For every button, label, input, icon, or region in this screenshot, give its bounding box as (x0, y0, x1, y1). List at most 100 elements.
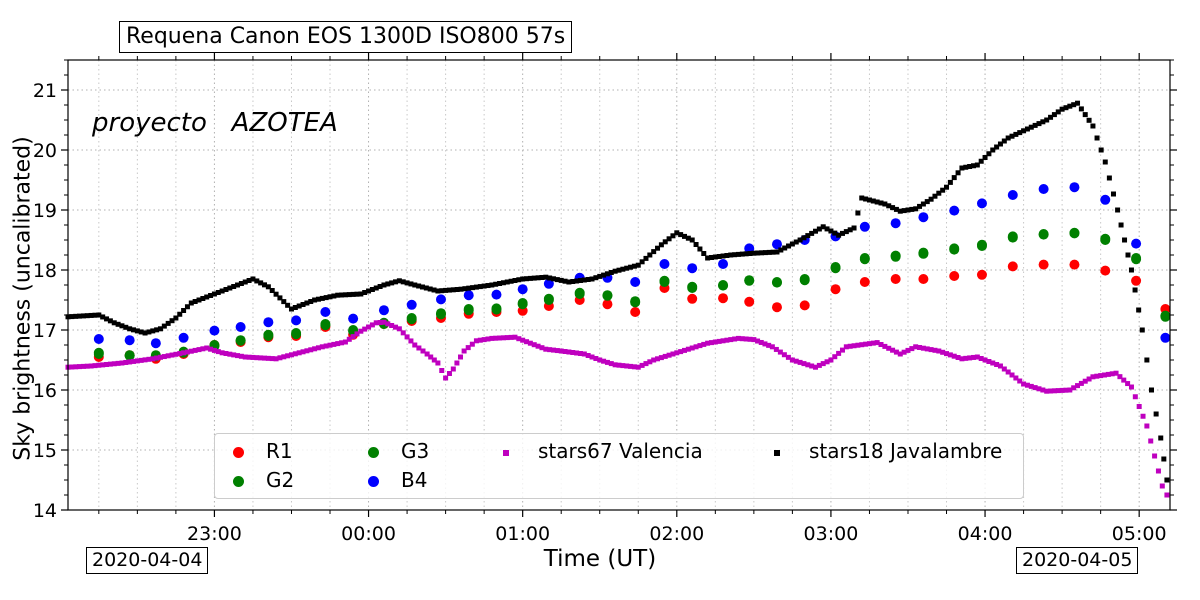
data-point-stars18-javalambre (1161, 456, 1167, 462)
data-point-g3 (1038, 229, 1049, 239)
data-point-stars67-valencia (828, 357, 834, 363)
data-point-stars18-javalambre (743, 251, 749, 257)
data-point-stars67-valencia (269, 356, 275, 362)
data-point-stars67-valencia (192, 347, 198, 353)
data-point-stars67-valencia (716, 338, 722, 344)
data-point-stars67-valencia (265, 355, 271, 361)
data-point-stars18-javalambre (813, 228, 819, 234)
legend-marker-stars67 (503, 449, 509, 456)
data-point-stars18-javalambre (169, 318, 175, 324)
data-point-stars18-javalambre (362, 290, 368, 295)
data-point-stars67-valencia (119, 360, 125, 366)
data-point-stars18-javalambre (562, 278, 568, 284)
data-point-stars67-valencia (88, 363, 94, 369)
data-point-stars18-javalambre (238, 281, 244, 286)
data-point-stars18-javalambre (223, 287, 229, 292)
data-point-stars67-valencia (1082, 378, 1088, 384)
data-point-stars18-javalambre (1005, 135, 1011, 141)
data-point-stars18-javalambre (157, 326, 163, 332)
data-point-stars67-valencia (404, 334, 410, 340)
data-point-stars18-javalambre (315, 296, 321, 302)
data-point-g3 (744, 275, 755, 286)
data-point-stars67-valencia (1067, 387, 1073, 393)
data-point-stars18-javalambre (535, 275, 541, 281)
data-point-r1 (1038, 259, 1049, 270)
data-point-b4 (1038, 184, 1049, 194)
data-point-stars18-javalambre (774, 249, 780, 255)
data-point-stars18-javalambre (443, 287, 449, 293)
data-point-stars67-valencia (870, 340, 876, 346)
data-point-stars18-javalambre (951, 175, 957, 181)
data-point-stars67-valencia (439, 368, 445, 373)
data-point-stars18-javalambre (593, 275, 599, 281)
data-point-stars67-valencia (589, 354, 595, 360)
data-point-stars18-javalambre (219, 288, 225, 294)
data-point-stars67-valencia (959, 356, 965, 362)
data-point-b4 (630, 277, 641, 287)
data-point-stars18-javalambre (350, 291, 356, 297)
data-point-stars18-javalambre (944, 184, 950, 190)
data-point-b4 (406, 299, 417, 310)
data-point-stars18-javalambre (959, 165, 965, 171)
data-point-stars18-javalambre (377, 284, 383, 289)
data-point-stars67-valencia (793, 358, 799, 364)
data-point-stars18-javalambre (111, 320, 117, 326)
data-point-stars18-javalambre (80, 313, 86, 319)
data-point-stars67-valencia (701, 341, 707, 347)
data-point-stars67-valencia (1159, 483, 1165, 489)
data-point-stars18-javalambre (73, 313, 79, 319)
data-point-stars67-valencia (450, 366, 456, 372)
data-point-stars18-javalambre (1075, 100, 1081, 106)
data-point-stars67-valencia (1005, 369, 1011, 375)
data-point-stars18-javalambre (500, 280, 506, 286)
data-point-stars67-valencia (550, 347, 556, 353)
data-point-stars18-javalambre (539, 275, 545, 280)
data-point-stars18-javalambre (655, 245, 661, 251)
data-point-stars18-javalambre (204, 294, 210, 300)
data-point-stars67-valencia (107, 361, 113, 367)
data-point-stars67-valencia (327, 342, 333, 348)
data-point-stars67-valencia (747, 336, 753, 342)
data-point-stars18-javalambre (246, 278, 252, 283)
data-point-stars18-javalambre (196, 297, 202, 303)
data-point-b4 (517, 284, 528, 295)
data-point-stars67-valencia (535, 343, 541, 349)
data-point-stars67-valencia (886, 345, 892, 351)
data-point-stars18-javalambre (940, 187, 946, 193)
data-point-stars18-javalambre (1067, 103, 1073, 109)
data-point-stars18-javalambre (928, 196, 934, 202)
data-point-stars67-valencia (1001, 366, 1007, 372)
data-point-stars18-javalambre (566, 279, 572, 285)
data-point-b4 (659, 259, 670, 269)
data-point-stars67-valencia (458, 354, 464, 360)
data-point-r1 (1131, 275, 1142, 286)
data-point-g3 (235, 335, 246, 346)
data-point-stars18-javalambre (739, 251, 745, 257)
data-point-stars67-valencia (963, 355, 969, 361)
data-point-stars18-javalambre (281, 299, 287, 305)
data-point-stars18-javalambre (470, 285, 476, 291)
data-point-stars18-javalambre (366, 288, 372, 294)
data-point-stars18-javalambre (986, 151, 992, 157)
data-point-stars67-valencia (208, 346, 214, 352)
data-point-stars18-javalambre (816, 226, 822, 232)
data-point-stars18-javalambre (520, 276, 526, 282)
data-point-stars67-valencia (994, 362, 1000, 367)
data-point-stars18-javalambre (751, 250, 757, 256)
data-point-b4 (124, 335, 135, 346)
data-point-b4 (93, 334, 104, 344)
data-point-stars67-valencia (473, 338, 479, 344)
data-point-b4 (491, 289, 502, 300)
data-point-stars18-javalambre (208, 293, 214, 298)
data-point-stars18-javalambre (489, 282, 495, 288)
data-point-stars18-javalambre (728, 252, 734, 258)
y-tick-label: 20 (33, 140, 57, 162)
data-point-stars67-valencia (273, 356, 279, 362)
data-point-stars67-valencia (223, 351, 229, 356)
data-point-stars18-javalambre (870, 198, 876, 204)
data-point-r1 (918, 274, 929, 284)
x-tick-label: 04:00 (958, 523, 1013, 545)
data-point-stars18-javalambre (269, 288, 275, 293)
data-point-g3 (890, 250, 901, 261)
data-point-stars18-javalambre (685, 235, 691, 241)
